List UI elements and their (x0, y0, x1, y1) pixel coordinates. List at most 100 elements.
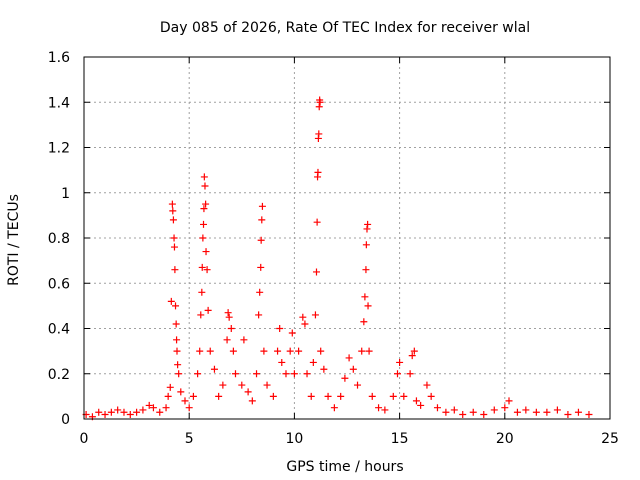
data-point (406, 370, 414, 378)
data-point (316, 98, 324, 106)
data-point (120, 408, 128, 416)
data-point (202, 200, 210, 208)
data-point (364, 220, 372, 228)
data-point (258, 202, 266, 210)
data-point (311, 311, 319, 319)
data-point (313, 218, 321, 226)
data-point (172, 320, 180, 328)
data-point (197, 311, 205, 319)
data-point (203, 266, 211, 274)
y-tick-label: 0.4 (48, 322, 70, 338)
data-point (257, 263, 265, 271)
data-point (169, 207, 177, 215)
data-point (423, 381, 431, 389)
data-point (248, 397, 256, 405)
data-point (162, 404, 170, 412)
data-point (201, 182, 209, 190)
data-point (198, 288, 206, 296)
data-point (149, 404, 157, 412)
data-point (175, 370, 183, 378)
data-point (341, 374, 349, 382)
data-point (204, 306, 212, 314)
data-point (244, 388, 252, 396)
data-point (315, 130, 323, 138)
data-point (513, 408, 521, 416)
data-point (532, 408, 540, 416)
y-tick-label: 0 (61, 412, 70, 428)
data-point (227, 325, 235, 332)
data-point (363, 225, 371, 233)
data-point (145, 401, 153, 409)
data-point (171, 266, 179, 274)
x-tick-labels: 0 5 10 15 20 25 (80, 431, 619, 447)
data-point (288, 329, 296, 337)
data-point (303, 370, 311, 378)
y-tick-label: 0.2 (48, 367, 70, 383)
data-point (172, 302, 180, 310)
data-point (543, 408, 551, 416)
x-tick-label: 5 (185, 431, 194, 447)
data-point (173, 347, 181, 355)
data-point (433, 404, 441, 412)
data-point (174, 361, 182, 369)
data-point (400, 392, 408, 400)
data-point (358, 347, 366, 355)
data-point (200, 220, 208, 228)
data-point (240, 336, 248, 344)
grid (84, 57, 610, 419)
y-tick-label: 1 (61, 186, 70, 202)
data-point (299, 313, 307, 321)
data-point (314, 168, 322, 176)
data-point (196, 347, 204, 355)
data-point (253, 370, 261, 378)
data-point (166, 383, 174, 391)
data-point (360, 318, 368, 326)
data-point (170, 243, 178, 251)
data-point (173, 336, 181, 344)
data-point (199, 234, 207, 242)
data-point (225, 313, 233, 321)
data-point (256, 288, 264, 296)
data-point (169, 216, 177, 224)
data-point (361, 293, 369, 301)
data-point (389, 392, 397, 400)
data-point (185, 404, 193, 412)
data-point (459, 410, 467, 418)
data-point (156, 408, 164, 416)
data-point (229, 347, 237, 355)
data-point (375, 404, 383, 412)
y-tick-label: 1.2 (48, 141, 70, 157)
data-point (295, 347, 303, 355)
data-point (231, 370, 239, 378)
data-point (210, 365, 218, 373)
data-point (238, 381, 246, 389)
data-point (364, 302, 372, 310)
data-point (410, 347, 418, 355)
data-point (215, 392, 223, 400)
data-point (412, 397, 420, 405)
data-point (427, 392, 435, 400)
data-point (286, 347, 294, 355)
data-point (198, 263, 206, 271)
data-point (114, 406, 122, 414)
data-point (396, 358, 404, 366)
data-point (170, 234, 178, 242)
data-point (219, 381, 227, 389)
data-point (276, 325, 284, 332)
data-point (324, 392, 332, 400)
data-point (202, 248, 210, 256)
data-point (206, 347, 214, 355)
data-point (564, 410, 572, 418)
data-point (255, 311, 263, 319)
data-point (480, 410, 488, 418)
x-axis-label: GPS time / hours (286, 459, 403, 475)
data-point (381, 406, 389, 414)
data-point (312, 268, 320, 276)
data-point (309, 358, 317, 366)
axis-ticks (83, 56, 611, 420)
data-point (337, 392, 345, 400)
data-point (315, 103, 323, 111)
data-point (200, 173, 208, 181)
data-point (393, 370, 401, 378)
